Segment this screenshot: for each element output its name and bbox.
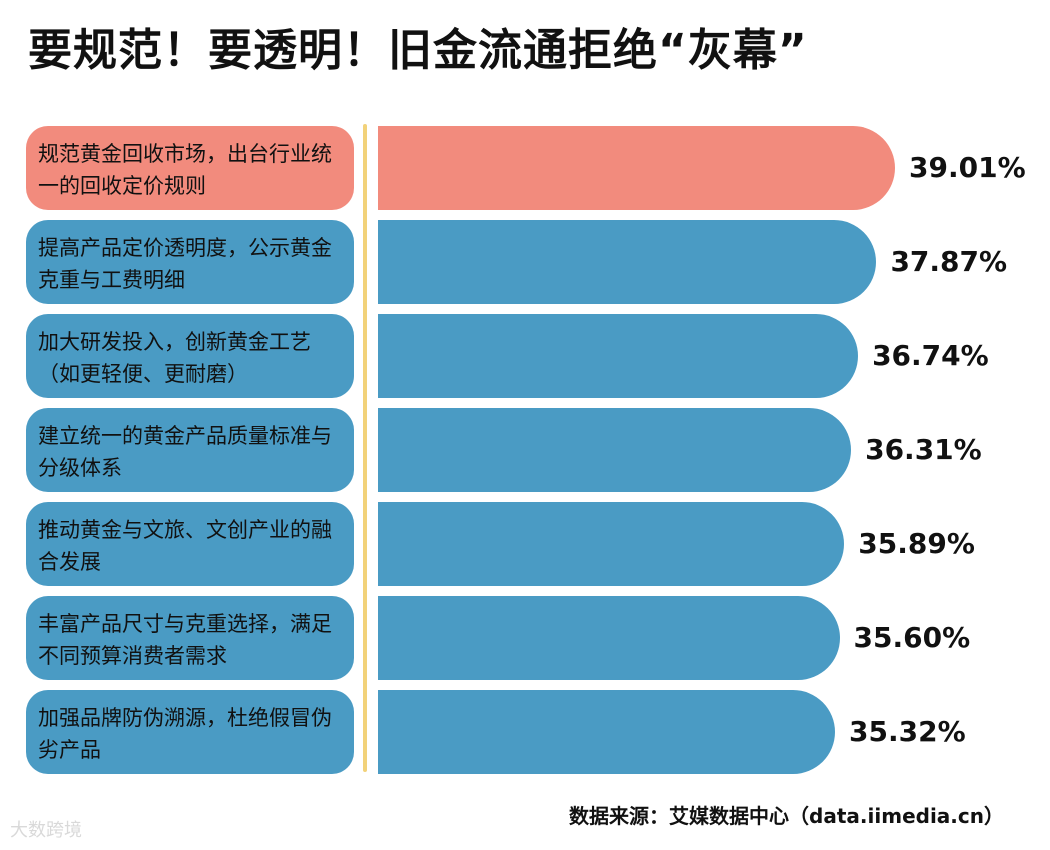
- category-label: 规范黄金回收市场，出台行业统一的回收定价规则: [26, 126, 354, 210]
- bar: [378, 220, 877, 304]
- bar-row: 规范黄金回收市场，出台行业统一的回收定价规则 39.01%: [0, 126, 1050, 210]
- value-label: 39.01%: [909, 151, 1026, 184]
- watermark: 大数跨境: [10, 820, 82, 841]
- value-label: 36.31%: [865, 433, 982, 466]
- data-source: 数据来源：艾媒数据中心（data.iimedia.cn）: [569, 804, 1004, 828]
- bar: [378, 690, 835, 774]
- category-label: 丰富产品尺寸与克重选择，满足不同预算消费者需求: [26, 596, 354, 680]
- category-label: 建立统一的黄金产品质量标准与分级体系: [26, 408, 354, 492]
- bar: [378, 502, 845, 586]
- category-label: 推动黄金与文旅、文创产业的融合发展: [26, 502, 354, 586]
- bar: [378, 126, 895, 210]
- category-label: 提高产品定价透明度，公示黄金克重与工费明细: [26, 220, 354, 304]
- value-label: 37.87%: [890, 245, 1008, 278]
- bar-row: 提高产品定价透明度，公示黄金克重与工费明细 37.87%: [0, 220, 1050, 304]
- bar-row: 建立统一的黄金产品质量标准与分级体系 36.31%: [0, 408, 1050, 492]
- bar-row: 丰富产品尺寸与克重选择，满足不同预算消费者需求 35.60%: [0, 596, 1050, 680]
- value-label: 35.32%: [849, 715, 966, 748]
- axis-divider: [363, 124, 367, 772]
- bar-row: 加大研发投入，创新黄金工艺（如更轻便、更耐磨） 36.74%: [0, 314, 1050, 398]
- bar: [378, 596, 840, 680]
- bar-row: 加强品牌防伪溯源，杜绝假冒伪劣产品 35.32%: [0, 690, 1050, 774]
- bar: [378, 408, 852, 492]
- value-label: 35.60%: [853, 621, 971, 654]
- category-label: 加大研发投入，创新黄金工艺（如更轻便、更耐磨）: [26, 314, 354, 398]
- category-label: 加强品牌防伪溯源，杜绝假冒伪劣产品: [26, 690, 354, 774]
- value-label: 36.74%: [872, 339, 989, 372]
- bar-row: 推动黄金与文旅、文创产业的融合发展 35.89%: [0, 502, 1050, 586]
- chart-title: 要规范！要透明！旧金流通拒绝“灰幕”: [28, 25, 808, 76]
- value-label: 35.89%: [858, 527, 975, 560]
- bar: [378, 314, 859, 398]
